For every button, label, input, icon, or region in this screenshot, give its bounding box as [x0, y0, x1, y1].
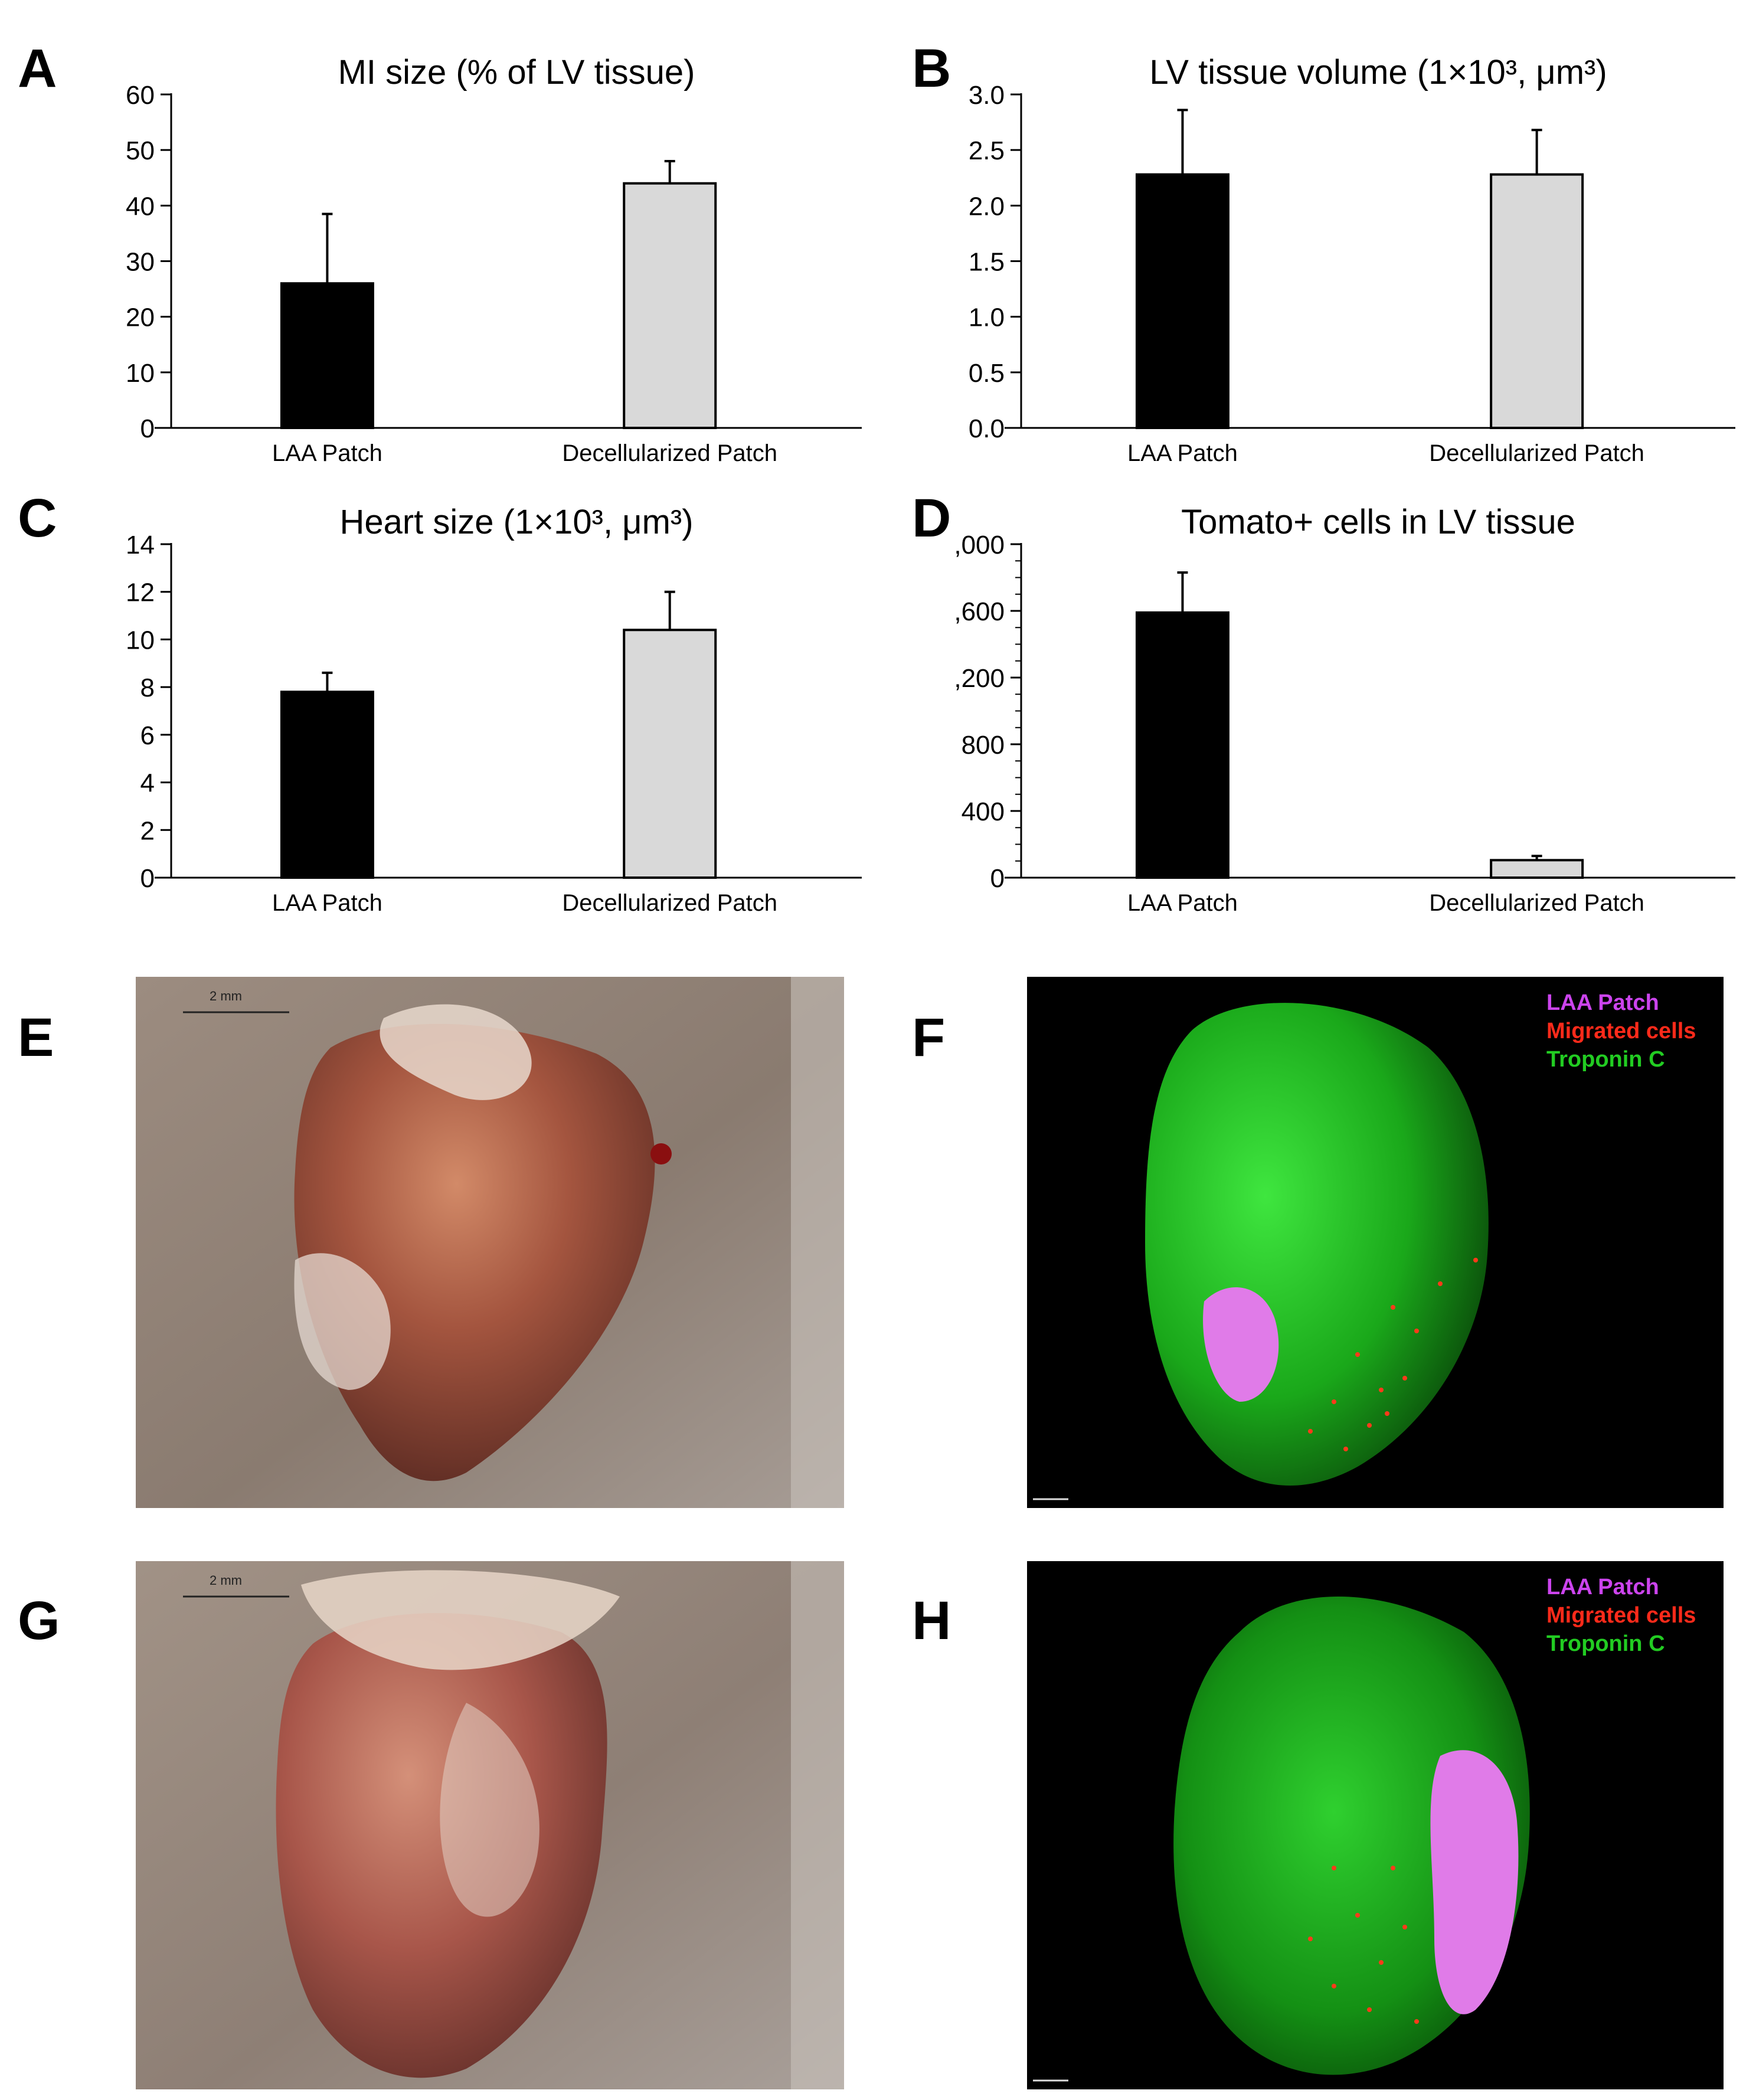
y-tick-label: 8 — [140, 673, 155, 702]
panel-label-d: D — [912, 488, 951, 548]
bar-laa-patch — [280, 691, 374, 879]
y-tick-label: 6 — [140, 721, 155, 750]
chart-title: Tomato+ cells in LV tissue — [1181, 503, 1575, 541]
y-tick-label: 2 — [140, 816, 155, 845]
legend-laa-patch: LAA Patch — [1546, 990, 1659, 1015]
chart-title: MI size (% of LV tissue) — [338, 53, 695, 91]
chart-title: Heart size (1×10³, μm³) — [339, 503, 693, 541]
y-tick-label: 50 — [126, 136, 155, 165]
fluorescence-image-laa: LAA Patch Migrated cells Troponin C — [1027, 977, 1724, 1508]
y-tick-label: 1,600 — [956, 597, 1005, 626]
x-category-label: LAA Patch — [272, 890, 382, 916]
chart-heart-size: Heart size (1×10³, μm³) 0 2 4 6 8 10 12 14 LAA Pa… — [126, 503, 862, 916]
y-tick-label: 14 — [126, 531, 155, 560]
chart-lv-tissue-volume: LV tissue volume (1×10³, μm³) 0.0 0.5 1.0 1.… — [969, 53, 1735, 466]
legend-h: LAA Patch Migrated cells Troponin C — [1546, 1573, 1696, 1658]
y-tick-label: 0 — [140, 864, 155, 893]
legend-migrated-cells: Migrated cells — [1546, 1603, 1696, 1628]
panel-label-b: B — [912, 38, 951, 99]
y-tick-label: 3.0 — [969, 81, 1005, 110]
fluorescence-image-decellularized: LAA Patch Migrated cells Troponin C — [1027, 1561, 1724, 2089]
legend-f: LAA Patch Migrated cells Troponin C — [1546, 989, 1696, 1074]
y-tick-label: 1.0 — [969, 303, 1005, 332]
y-tick-label: 10 — [126, 359, 155, 388]
y-tick-label: 2,000 — [956, 531, 1005, 560]
bar-decellularized-patch — [1490, 859, 1584, 879]
scale-bar-label-e: 2 mm — [210, 989, 242, 1003]
legend-migrated-cells: Migrated cells — [1546, 1019, 1696, 1044]
legend-laa-patch: LAA Patch — [1546, 1575, 1659, 1599]
heart-photo-laa: 2 mm — [136, 977, 844, 1508]
legend-troponin-c: Troponin C — [1546, 1631, 1665, 1656]
y-tick-label: 0.0 — [969, 414, 1005, 443]
y-tick-label: 400 — [962, 797, 1005, 826]
y-tick-label: 10 — [126, 626, 155, 655]
y-tick-label: 20 — [126, 303, 155, 332]
bar-decellularized-patch — [1490, 173, 1584, 429]
y-tick-label: 800 — [962, 731, 1005, 760]
x-category-label: Decellularized Patch — [1429, 890, 1644, 916]
x-category-label: Decellularized Patch — [1429, 440, 1644, 466]
bar-laa-patch — [280, 282, 374, 429]
y-tick-label: 1,200 — [956, 664, 1005, 693]
y-tick-label: 1.5 — [969, 248, 1005, 277]
chart-tomato-cells: Tomato+ cells in LV tissue 0 400 800 1,200 1,… — [956, 503, 1735, 916]
bar-laa-patch — [1135, 173, 1229, 429]
x-category-label: Decellularized Patch — [562, 890, 777, 916]
bar-decellularized-patch — [623, 182, 717, 430]
bar-laa-patch — [1135, 611, 1229, 879]
y-tick-label: 0 — [140, 414, 155, 443]
panel-label-e: E — [18, 1008, 54, 1068]
x-category-label: Decellularized Patch — [562, 440, 777, 466]
panel-label-h: H — [912, 1591, 951, 1651]
y-tick-label: 0 — [990, 864, 1005, 893]
y-tick-label: 30 — [126, 248, 155, 277]
y-tick-label: 40 — [126, 192, 155, 221]
y-tick-label: 2.0 — [969, 192, 1005, 221]
y-tick-label: 4 — [140, 769, 155, 798]
panel-label-g: G — [18, 1591, 60, 1651]
x-category-label: LAA Patch — [272, 440, 382, 466]
scale-bar-label-g: 2 mm — [210, 1573, 242, 1588]
y-tick-label: 12 — [126, 578, 155, 607]
heart-photo-decellularized: 2 mm — [136, 1561, 844, 2089]
chart-title: LV tissue volume (1×10³, μm³) — [1149, 53, 1607, 91]
x-category-label: LAA Patch — [1127, 890, 1238, 916]
legend-troponin-c: Troponin C — [1546, 1047, 1665, 1072]
y-tick-label: 0.5 — [969, 359, 1005, 388]
y-tick-label: 2.5 — [969, 136, 1005, 165]
chart-mi-size: MI size (% of LV tissue) 0 10 20 30 40 50 60 LAA… — [126, 53, 862, 466]
panel-label-c: C — [18, 488, 57, 548]
panel-label-a: A — [18, 38, 57, 99]
y-tick-label: 60 — [126, 81, 155, 110]
x-category-label: LAA Patch — [1127, 440, 1238, 466]
panel-label-f: F — [912, 1008, 946, 1068]
bar-decellularized-patch — [623, 629, 717, 879]
